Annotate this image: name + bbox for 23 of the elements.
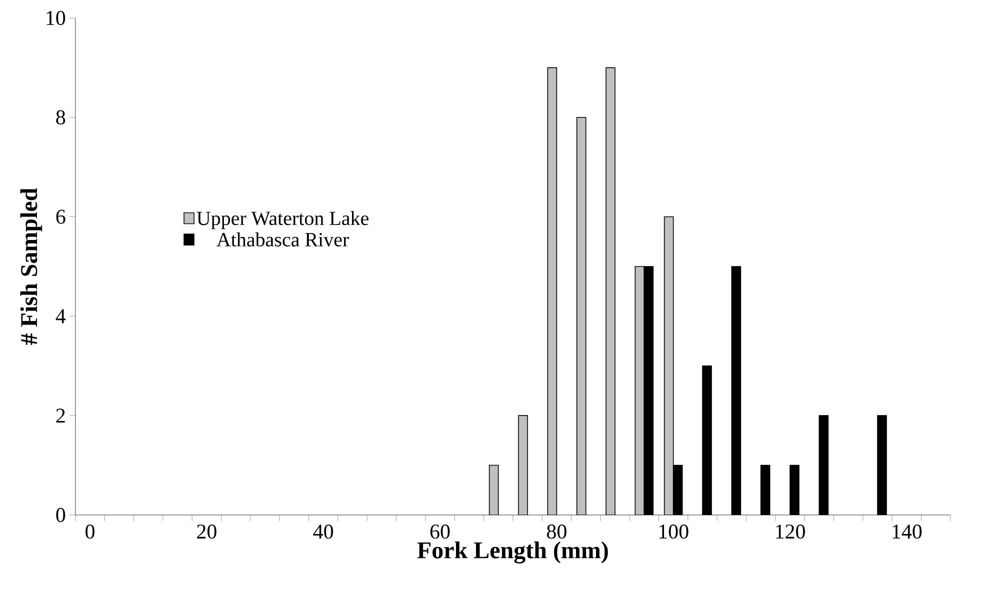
x-tick-label: 120 [776, 524, 805, 539]
y-axis-title: # Fish Sampled [20, 188, 42, 345]
y-tick-label: 0 [56, 508, 66, 522]
y-tick-label: 2 [56, 408, 65, 423]
x-tick-label: 80 [546, 524, 566, 539]
y-tick-label: 10 [46, 10, 66, 26]
x-tick-label: 140 [892, 524, 922, 539]
x-tick-label: 60 [430, 524, 450, 539]
y-tick-label: 8 [56, 110, 66, 124]
y-tick-label: 4 [56, 309, 66, 324]
bar [488, 464, 499, 515]
legend-label: Upper Waterton Lake [196, 211, 368, 230]
x-tick-label: 0 [86, 524, 94, 539]
bar [547, 67, 558, 515]
x-tick-label: 40 [313, 524, 334, 539]
x-tick-label: 20 [197, 524, 216, 539]
x-tick-label: 100 [659, 524, 688, 539]
y-tick-label: 6 [56, 210, 66, 224]
bar [634, 266, 645, 515]
x-axis-title: Fork Length (mm) [417, 542, 608, 564]
bar [664, 216, 674, 515]
legend-label: Athabasca River [216, 232, 349, 246]
bar [576, 116, 586, 515]
